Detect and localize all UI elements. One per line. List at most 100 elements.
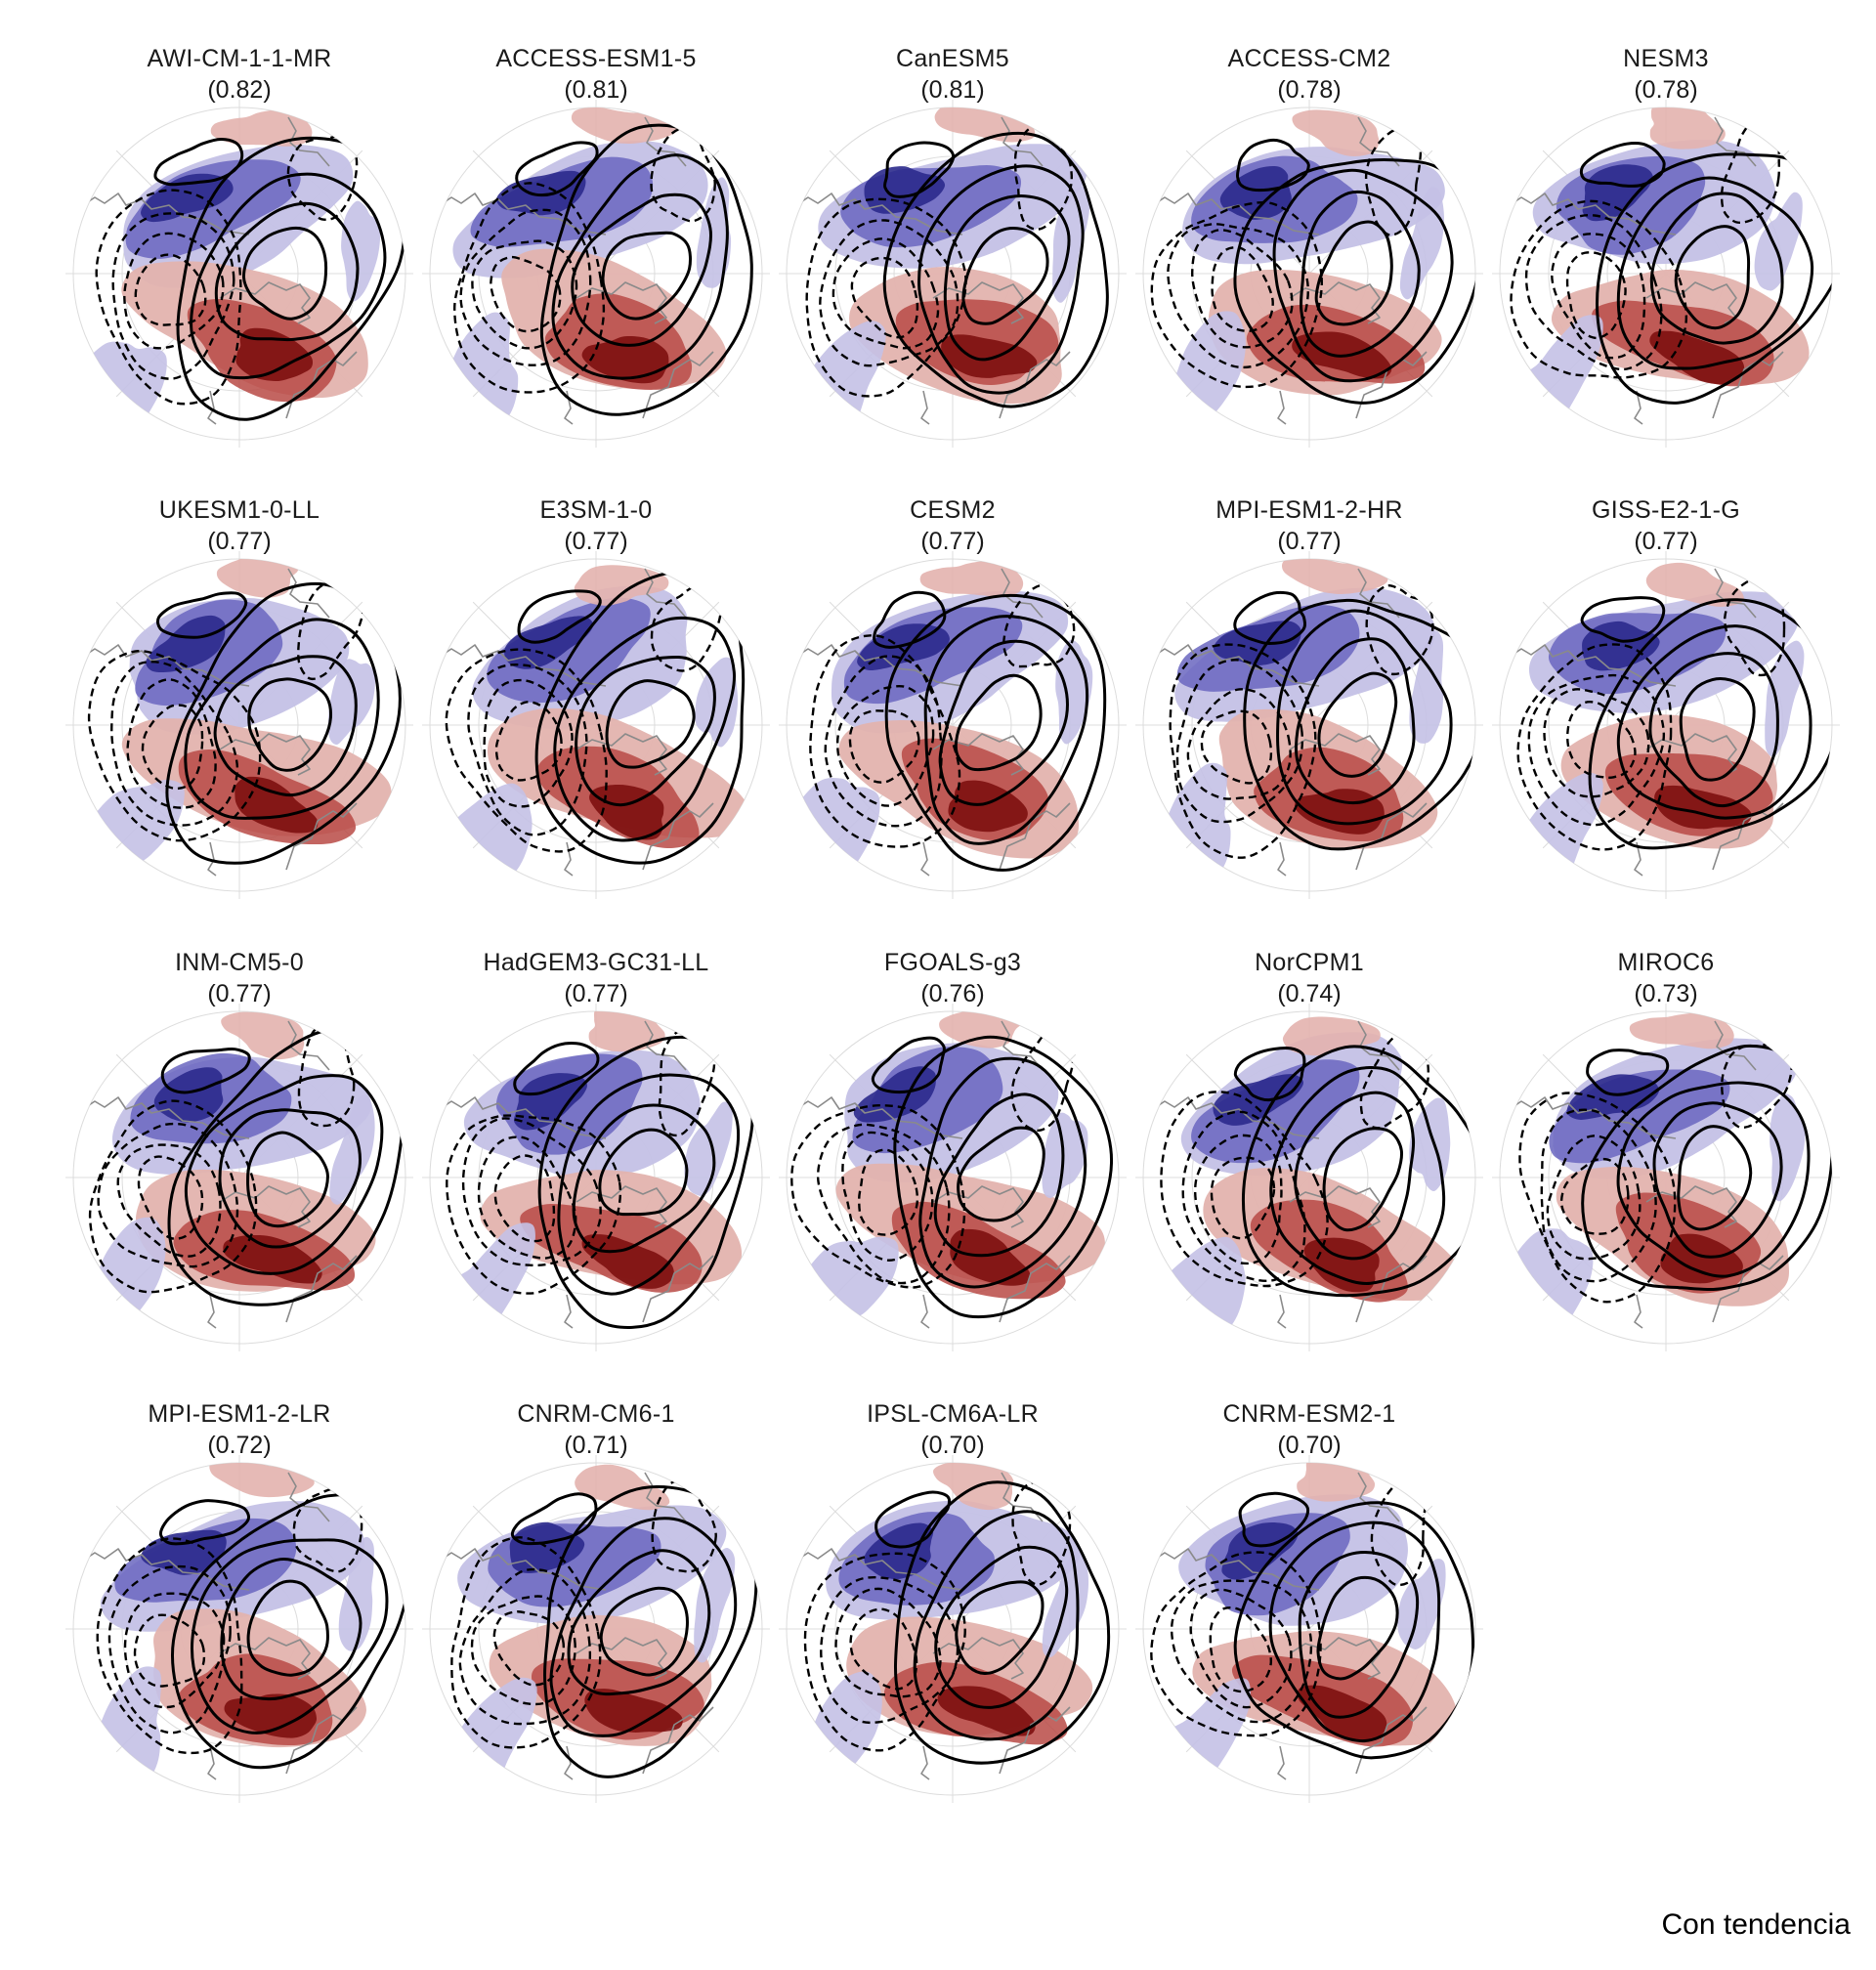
coastline: [1509, 568, 1784, 877]
model-score: (0.76): [920, 980, 985, 1007]
polar-map: [1492, 1004, 1840, 1351]
model-panel: NESM3 (0.78): [1490, 0, 1842, 450]
model-panel: CESM2 (0.77): [777, 451, 1129, 901]
model-score: (0.74): [1277, 980, 1342, 1007]
model-name: E3SM-1-0: [539, 496, 653, 524]
model-score: (0.73): [1634, 980, 1698, 1007]
polar-map: [1135, 1004, 1483, 1351]
negative-contours: [805, 125, 1073, 398]
model-panel: CNRM-CM6-1 (0.71): [420, 1355, 772, 1805]
polar-map: [1135, 551, 1483, 899]
model-panel: MIROC6 (0.73): [1490, 904, 1842, 1353]
model-panel: ACCESS-ESM1-5 (0.81): [420, 0, 772, 450]
model-panel-grid: AWI-CM-1-1-MR (0.82) ACCESS-ESM1-5 (0.81) Ca…: [64, 0, 1842, 1805]
polar-map: [422, 1455, 770, 1803]
positive-contours: [871, 1035, 1114, 1319]
model-name: CanESM5: [895, 45, 1010, 72]
model-score: (0.81): [920, 76, 985, 104]
model-score: (0.77): [207, 980, 272, 1007]
model-score: (0.77): [1634, 528, 1698, 555]
negative-contours: [452, 126, 716, 394]
negative-contours: [803, 1480, 1072, 1752]
model-score: (0.77): [920, 528, 985, 555]
model-panel: CanESM5 (0.81): [777, 0, 1129, 450]
anomaly-shading: [73, 109, 381, 440]
polar-map: [779, 100, 1127, 448]
model-panel: UKESM1-0-LL (0.77): [64, 451, 415, 901]
model-score: (0.72): [207, 1432, 272, 1459]
model-score: (0.70): [920, 1432, 985, 1459]
model-panel: GISS-E2-1-G (0.77): [1490, 451, 1842, 901]
anomaly-shading: [1500, 107, 1810, 440]
model-score: (0.71): [564, 1432, 628, 1459]
model-panel: CNRM-ESM2-1 (0.70): [1133, 1355, 1485, 1805]
model-name: GISS-E2-1-G: [1592, 496, 1740, 524]
model-panel: NorCPM1 (0.74): [1133, 904, 1485, 1353]
figure-footer-label: Con tendencia: [1661, 1908, 1851, 1941]
anomaly-shading: [1511, 562, 1805, 891]
model-score: (0.77): [564, 528, 628, 555]
negative-contours: [95, 135, 359, 406]
anomaly-shading: [430, 565, 749, 891]
polar-map: [422, 1004, 770, 1351]
model-panel: E3SM-1-0 (0.77): [420, 451, 772, 901]
model-panel: MPI-ESM1-2-LR (0.72): [64, 1355, 415, 1805]
model-name: ACCESS-ESM1-5: [495, 45, 697, 72]
model-score: (0.78): [1277, 76, 1342, 104]
coastline: [795, 116, 1071, 425]
polar-map: [65, 100, 413, 448]
polar-map: [779, 1455, 1127, 1803]
polar-map: [65, 1455, 413, 1803]
model-name: AWI-CM-1-1-MR: [147, 45, 332, 72]
model-name: MIROC6: [1617, 949, 1715, 976]
polar-map: [1135, 1455, 1483, 1803]
coastline: [1509, 116, 1784, 425]
positive-contours: [158, 1493, 405, 1770]
positive-contours: [515, 123, 753, 416]
negative-contours: [1169, 584, 1434, 859]
negative-contours: [446, 1027, 716, 1295]
model-name: IPSL-CM6A-LR: [867, 1400, 1039, 1428]
anomaly-shading: [78, 1463, 374, 1795]
negative-contours: [1160, 1032, 1430, 1288]
model-score: (0.77): [207, 528, 272, 555]
model-name: NorCPM1: [1255, 949, 1364, 976]
anomaly-shading: [441, 1464, 736, 1795]
positive-contours: [153, 136, 405, 421]
negative-contours: [1510, 116, 1781, 379]
model-score: (0.77): [564, 980, 628, 1007]
model-panel: ACCESS-CM2 (0.78): [1133, 0, 1485, 450]
model-name: INM-CM5-0: [175, 949, 304, 976]
positive-contours: [1233, 1045, 1475, 1298]
model-name: MPI-ESM1-2-LR: [148, 1400, 331, 1428]
coastline: [439, 1020, 714, 1329]
negative-contours: [450, 1478, 717, 1749]
model-score: (0.78): [1634, 76, 1698, 104]
coastline: [1509, 1020, 1784, 1329]
model-name: CESM2: [910, 496, 996, 524]
polar-map: [1492, 551, 1840, 899]
model-panel: AWI-CM-1-1-MR (0.82): [64, 0, 415, 450]
model-panel: FGOALS-g3 (0.76): [777, 904, 1129, 1353]
polar-map: [422, 100, 770, 448]
model-name: MPI-ESM1-2-HR: [1215, 496, 1403, 524]
polar-map: [1135, 100, 1483, 448]
polar-map: [65, 1004, 413, 1351]
model-score: (0.77): [1277, 528, 1342, 555]
model-name: ACCESS-CM2: [1227, 45, 1391, 72]
model-name: FGOALS-g3: [883, 949, 1022, 976]
polar-map: [779, 551, 1127, 899]
model-score: (0.81): [564, 76, 628, 104]
model-name: HadGEM3-GC31-LL: [483, 949, 709, 976]
polar-map: [422, 551, 770, 899]
polar-map: [779, 1004, 1127, 1351]
positive-contours: [1579, 142, 1832, 405]
model-name: NESM3: [1623, 45, 1709, 72]
model-score: (0.70): [1277, 1432, 1342, 1459]
model-panel: MPI-ESM1-2-HR (0.77): [1133, 451, 1485, 901]
model-panel: HadGEM3-GC31-LL (0.77): [420, 904, 772, 1353]
polar-map: [65, 551, 413, 899]
model-score: (0.82): [207, 76, 272, 104]
positive-contours: [873, 590, 1107, 872]
polar-map: [1492, 100, 1840, 448]
